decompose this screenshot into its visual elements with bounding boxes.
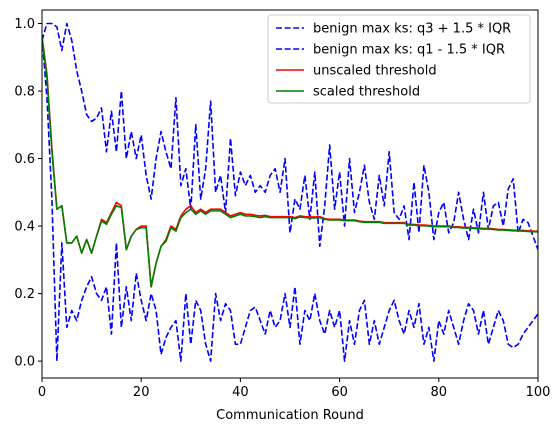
- legend-entry-2: benign max ks: q1 - 1.5 * IQR: [313, 43, 505, 58]
- y-tick-label: 0.2: [14, 287, 35, 302]
- series-line-2: [42, 36, 538, 362]
- legend: benign max ks: q3 + 1.5 * IQR benign max …: [267, 14, 531, 104]
- y-tick-label: 0.8: [14, 85, 35, 100]
- x-axis-label: Communication Round: [216, 408, 364, 423]
- x-tick-label: 60: [331, 385, 348, 400]
- y-tick-label: 0.6: [14, 152, 35, 167]
- legend-entry-1: benign max ks: q3 + 1.5 * IQR: [313, 22, 511, 37]
- x-tick-label: 40: [232, 385, 249, 400]
- x-axis-ticks: 0 20 40 60 80 100: [38, 378, 551, 400]
- x-tick-label: 100: [526, 385, 551, 400]
- series-line-4: [42, 36, 538, 288]
- plot-frame: [41, 9, 539, 379]
- series-layer: [42, 22, 538, 362]
- y-axis-ticks: 0.0 0.2 0.4 0.6 0.8 1.0: [14, 17, 42, 370]
- y-tick-label: 0.4: [14, 220, 35, 235]
- y-tick-label: 0.0: [14, 355, 35, 370]
- series-line-1: [42, 22, 538, 250]
- y-tick-label: 1.0: [14, 17, 35, 32]
- x-tick-label: 20: [133, 385, 150, 400]
- legend-entry-3: unscaled threshold: [313, 64, 437, 79]
- legend-box: [267, 14, 531, 104]
- x-tick-label: 80: [431, 385, 448, 400]
- legend-entry-4: scaled threshold: [313, 85, 420, 100]
- x-tick-label: 0: [38, 385, 46, 400]
